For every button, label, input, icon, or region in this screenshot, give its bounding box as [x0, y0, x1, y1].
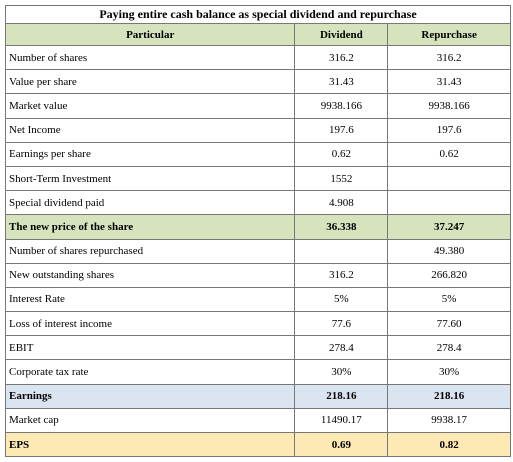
table-row: Net Income 197.6 197.6	[5, 118, 512, 143]
row-label: Net Income	[6, 118, 296, 143]
header-cell: Dividend	[295, 24, 389, 46]
value-cell: 278.4	[388, 336, 512, 361]
table-row: Special dividend paid 4.908	[5, 191, 512, 216]
row-label: Earnings	[6, 384, 296, 409]
row-label: EBIT	[6, 336, 296, 361]
table-row: Number of shares 316.2 316.2	[5, 46, 512, 71]
value-cell: 31.43	[295, 70, 389, 95]
value-cell: 9938.17	[388, 408, 512, 433]
table-row: Loss of interest income 77.6 77.60	[5, 312, 512, 337]
row-label: Short-Term Investment	[6, 166, 296, 192]
value-cell: 77.6	[295, 312, 389, 337]
table-row: Value per share 31.43 31.43	[5, 70, 512, 95]
value-cell	[388, 166, 512, 192]
value-cell: 30%	[388, 360, 512, 385]
value-cell	[388, 191, 512, 216]
value-cell: 218.16	[388, 384, 512, 409]
row-label: EPS	[6, 433, 296, 458]
row-label: Number of shares	[6, 46, 296, 71]
row-label: The new price of the share	[6, 215, 296, 240]
table: Paying entire cash balance as special di…	[5, 5, 512, 458]
table-row: Number of shares repurchased 49.380	[5, 239, 512, 264]
header-cell: Repurchase	[388, 24, 512, 46]
value-cell: 0.62	[295, 142, 389, 167]
value-cell: 316.2	[388, 46, 512, 71]
value-cell: 1552	[295, 166, 389, 192]
value-cell: 0.69	[295, 433, 389, 458]
value-cell	[295, 239, 389, 264]
table-row: Market cap 11490.17 9938.17	[5, 408, 512, 433]
value-cell: 49.380	[388, 239, 512, 264]
row-label: Interest Rate	[6, 287, 296, 313]
table-row: Corporate tax rate 30% 30%	[5, 360, 512, 385]
table-row: The new price of the share 36.338 37.247	[5, 215, 512, 240]
row-label: Special dividend paid	[6, 191, 296, 216]
value-cell: 316.2	[295, 46, 389, 71]
table-row: EPS 0.69 0.82	[5, 433, 512, 458]
table-title: Paying entire cash balance as special di…	[6, 5, 511, 24]
value-cell: 5%	[295, 287, 389, 313]
value-cell: 9938.166	[295, 94, 389, 119]
value-cell: 37.247	[388, 215, 512, 240]
row-label: Value per share	[6, 70, 296, 95]
row-label: Corporate tax rate	[6, 360, 296, 385]
value-cell: 31.43	[388, 70, 512, 95]
value-cell: 266.820	[388, 263, 512, 288]
value-cell: 278.4	[295, 336, 389, 361]
row-label: Market value	[6, 94, 296, 119]
table-row: Market value 9938.166 9938.166	[5, 94, 512, 119]
header-row: Particular Dividend Repurchase	[5, 24, 512, 46]
value-cell: 11490.17	[295, 408, 389, 433]
value-cell: 30%	[295, 360, 389, 385]
table-row: Short-Term Investment 1552	[5, 166, 512, 192]
value-cell: 9938.166	[388, 94, 512, 119]
value-cell: 4.908	[295, 191, 389, 216]
table-row: New outstanding shares 316.2 266.820	[5, 263, 512, 288]
value-cell: 0.82	[388, 433, 512, 458]
value-cell: 36.338	[295, 215, 389, 240]
row-label: New outstanding shares	[6, 263, 296, 288]
row-label: Market cap	[6, 408, 296, 433]
table-row: Interest Rate 5% 5%	[5, 287, 512, 313]
value-cell: 5%	[388, 287, 512, 313]
row-label: Earnings per share	[6, 142, 296, 167]
value-cell: 316.2	[295, 263, 389, 288]
row-label: Number of shares repurchased	[6, 239, 296, 264]
row-label: Loss of interest income	[6, 312, 296, 337]
value-cell: 218.16	[295, 384, 389, 409]
table-row: Earnings 218.16 218.16	[5, 384, 512, 409]
value-cell: 0.62	[388, 142, 512, 167]
value-cell: 197.6	[295, 118, 389, 143]
header-cell: Particular	[6, 24, 296, 46]
value-cell: 77.60	[388, 312, 512, 337]
table-row: Earnings per share 0.62 0.62	[5, 142, 512, 167]
value-cell: 197.6	[388, 118, 512, 143]
title-row: Paying entire cash balance as special di…	[5, 5, 511, 24]
table-row: EBIT 278.4 278.4	[5, 336, 512, 361]
